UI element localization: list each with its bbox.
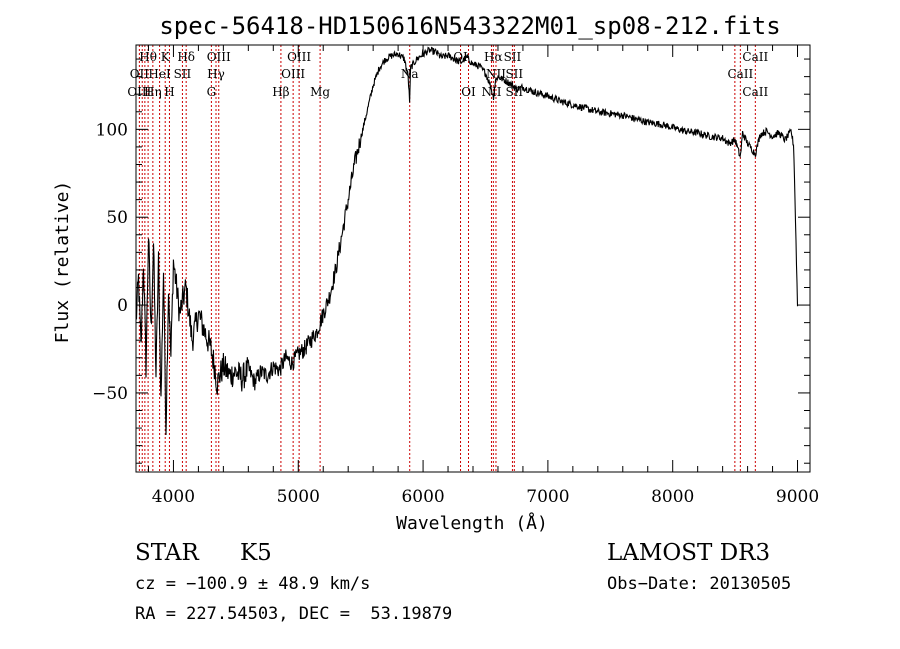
line-label: K xyxy=(161,50,171,64)
x-tick-label: 7000 xyxy=(526,487,569,507)
line-label: Na xyxy=(401,67,419,81)
x-tick-label: 5000 xyxy=(277,487,320,507)
x-tick-label: 9000 xyxy=(776,487,819,507)
tick-labels: 4000 5000 6000 7000 8000 9000 −50 0 50 100 xyxy=(92,120,819,507)
spectrum-line xyxy=(135,46,799,436)
line-label: G xyxy=(207,85,217,99)
obs-date: Obs−Date: 20130505 xyxy=(607,574,792,594)
plot-frame xyxy=(135,44,811,473)
line-label: Mg xyxy=(310,85,330,99)
line-label: OIII xyxy=(287,50,311,64)
line-label: SII xyxy=(505,85,523,99)
line-label: CaII xyxy=(727,67,753,81)
spectral-line-markers xyxy=(138,45,756,472)
line-label: OIII xyxy=(207,50,231,64)
y-axis-label: Flux (relative) xyxy=(52,181,73,344)
y-tick-label: 100 xyxy=(96,120,128,140)
line-label: SII xyxy=(504,50,522,64)
line-label: SII xyxy=(174,67,192,81)
line-label: OIII xyxy=(127,85,151,99)
line-label: Hδ xyxy=(177,50,195,64)
line-label: CaII xyxy=(742,50,768,64)
y-tick-label: −50 xyxy=(92,384,128,404)
line-label: CaII xyxy=(742,85,768,99)
series-layer xyxy=(135,46,799,436)
line-label: Hα xyxy=(484,50,503,64)
line-label: NII xyxy=(486,67,506,81)
line-label: SII xyxy=(505,67,523,81)
line-label: Hθ xyxy=(139,50,157,64)
survey-label: LAMOST DR3 xyxy=(607,540,771,566)
line-label: OIII xyxy=(281,67,305,81)
cz-readout: cz = −100.9 ± 48.9 km/s xyxy=(135,574,371,594)
line-label: HeI xyxy=(148,67,171,81)
line-label: OII xyxy=(130,67,150,81)
line-label: Hγ xyxy=(207,67,225,81)
y-tick-label: 50 xyxy=(106,208,128,228)
line-label: NII xyxy=(481,85,501,99)
axis-ticks xyxy=(136,45,810,472)
y-tick-label: 0 xyxy=(117,296,128,316)
subclass-label: K5 xyxy=(240,540,272,566)
chart-title: spec-56418-HD150616N543322M01_sp08-212.f… xyxy=(159,12,780,40)
class-label: STAR xyxy=(135,540,199,566)
x-axis-label: Wavelength (Å) xyxy=(396,512,548,534)
x-tick-label: 8000 xyxy=(651,487,694,507)
coordinates: RA = 227.54503, DEC = 53.19879 xyxy=(135,604,453,624)
line-label: Hβ xyxy=(272,85,289,99)
x-tick-label: 6000 xyxy=(401,487,444,507)
x-tick-label: 4000 xyxy=(152,487,195,507)
line-label: H xyxy=(164,85,174,99)
line-label: OI xyxy=(453,50,468,64)
line-label: OI xyxy=(461,85,476,99)
line-label: Hη xyxy=(144,85,162,99)
spectrum-chart: spec-56418-HD150616N543322M01_sp08-212.f… xyxy=(52,12,819,534)
